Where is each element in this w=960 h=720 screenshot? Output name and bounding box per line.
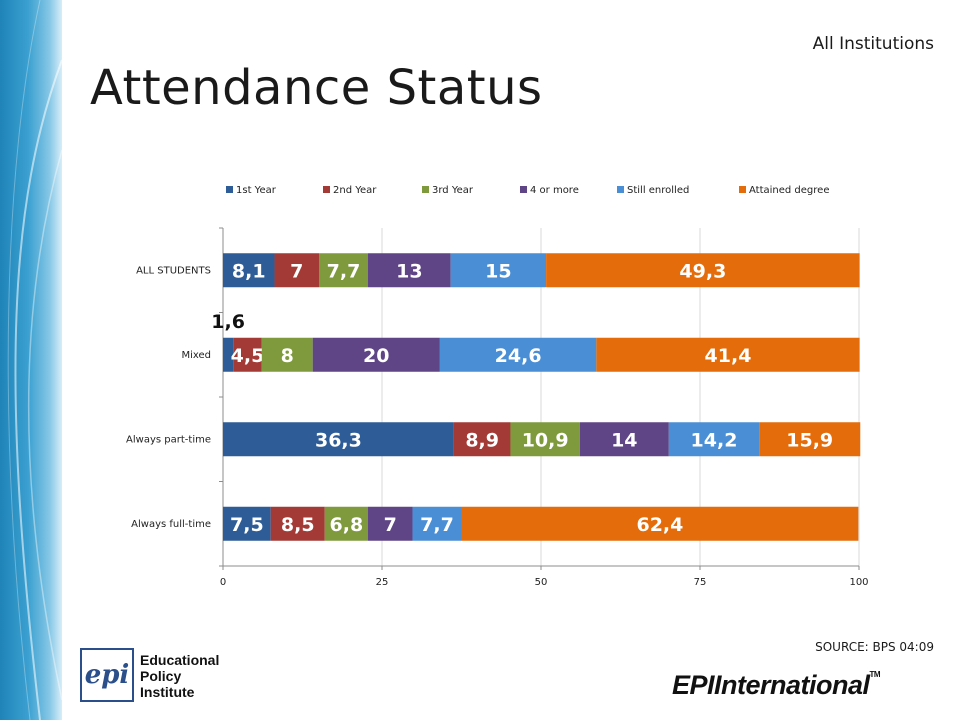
trademark-mark: TM	[869, 670, 881, 679]
bar-segment	[261, 337, 313, 372]
epi-logo: epi Educational Policy Institute	[80, 648, 230, 704]
legend-swatch	[226, 186, 233, 193]
legend-label: 1st Year	[236, 185, 277, 196]
bar-segment	[223, 422, 454, 457]
x-tick-label: 0	[220, 577, 226, 588]
x-tick-label: 25	[376, 577, 389, 588]
scope-label: All Institutions	[812, 34, 934, 54]
legend-label: Attained degree	[749, 185, 829, 196]
data-label: 1,6	[211, 311, 245, 333]
data-label: 14,2	[691, 429, 738, 451]
bar-segment	[270, 506, 325, 541]
source-note: SOURCE: BPS 04:09	[815, 640, 934, 654]
data-label: 15,9	[786, 429, 833, 451]
legend-label: 4 or more	[530, 185, 579, 196]
data-label: 7,7	[420, 514, 454, 536]
data-label: 36,3	[315, 429, 362, 451]
bar-segment	[453, 422, 511, 457]
data-label: 8,5	[281, 514, 315, 536]
bar-segment	[223, 253, 275, 288]
category-label: ALL STUDENTS	[136, 265, 211, 276]
data-label: 14	[611, 429, 637, 451]
legend-swatch	[739, 186, 746, 193]
x-tick-label: 100	[849, 577, 868, 588]
epi-international-text: EPIInternational	[672, 670, 870, 700]
data-label: 8,1	[232, 260, 266, 282]
data-label: 7	[290, 260, 303, 282]
data-label: 8,9	[465, 429, 499, 451]
epi-logo-text: Educational Policy Institute	[140, 652, 219, 700]
bar-segment	[319, 253, 369, 288]
epi-logo-mark: epi	[80, 648, 134, 702]
bar-segment	[274, 253, 320, 288]
data-label: 20	[363, 345, 389, 367]
bar-segment	[510, 422, 580, 457]
epi-international-logo: EPIInternationalTM	[672, 670, 881, 701]
bar-segment	[461, 506, 859, 541]
category-label: Mixed	[181, 350, 211, 361]
data-label: 10,9	[522, 429, 569, 451]
bar-segment	[546, 253, 860, 288]
bar-segment	[450, 253, 547, 288]
bar-segment	[759, 422, 861, 457]
legend-swatch	[617, 186, 624, 193]
legend-label: 2nd Year	[333, 185, 377, 196]
category-label: Always part-time	[126, 434, 211, 445]
x-tick-label: 50	[535, 577, 548, 588]
legend-swatch	[422, 186, 429, 193]
data-label: 7,7	[327, 260, 361, 282]
data-label: 7,5	[230, 514, 264, 536]
bar-segment	[368, 253, 451, 288]
data-label: 62,4	[636, 514, 683, 536]
data-label: 24,6	[495, 345, 542, 367]
legend-label: 3rd Year	[432, 185, 474, 196]
epi-logo-line: Institute	[140, 684, 195, 700]
bar-segment	[596, 337, 860, 372]
page-title: Attendance Status	[90, 60, 543, 116]
bar-segment	[368, 506, 413, 541]
data-label: 6,8	[330, 514, 364, 536]
data-label: 7	[384, 514, 397, 536]
bar-segment	[579, 422, 669, 457]
x-tick-label: 75	[694, 577, 707, 588]
data-label: 49,3	[679, 260, 726, 282]
epi-logo-line: Educational	[140, 652, 220, 668]
bar-segment	[324, 506, 369, 541]
data-label: 8	[281, 345, 294, 367]
bar-segment	[668, 422, 760, 457]
data-label: 15	[485, 260, 511, 282]
bar-segment	[223, 337, 234, 372]
bar-segment	[312, 337, 440, 372]
bar-segment	[233, 337, 262, 372]
decorative-side-band	[0, 0, 62, 720]
epi-logo-line: Policy	[140, 668, 182, 684]
bar-segment	[223, 506, 271, 541]
legend-label: Still enrolled	[627, 185, 689, 196]
legend-swatch	[323, 186, 330, 193]
bar-segment	[439, 337, 597, 372]
data-label: 4,5	[231, 345, 265, 367]
bar-segment	[412, 506, 462, 541]
data-label: 13	[396, 260, 422, 282]
category-label: Always full-time	[131, 519, 211, 530]
legend-swatch	[520, 186, 527, 193]
data-label: 41,4	[705, 345, 752, 367]
